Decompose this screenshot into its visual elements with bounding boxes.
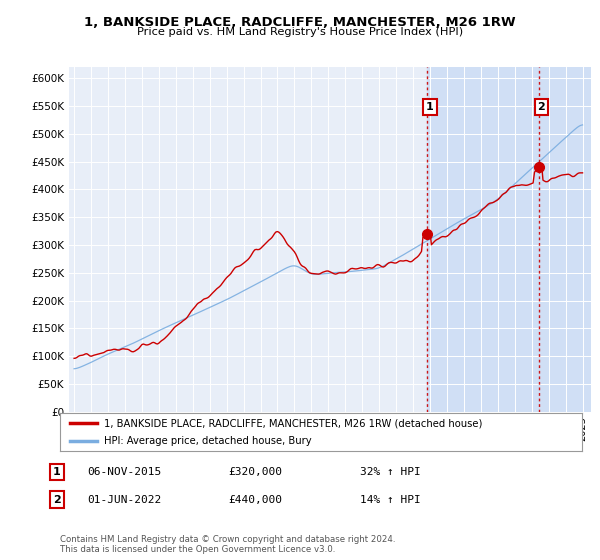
Bar	[427, 67, 591, 412]
Text: 1: 1	[426, 102, 434, 112]
Text: HPI: Average price, detached house, Bury: HPI: Average price, detached house, Bury	[104, 436, 312, 446]
Text: £440,000: £440,000	[228, 494, 282, 505]
Text: 1: 1	[53, 467, 61, 477]
Text: 2: 2	[538, 102, 545, 112]
Text: £320,000: £320,000	[228, 467, 282, 477]
Text: 2: 2	[53, 494, 61, 505]
Text: 14% ↑ HPI: 14% ↑ HPI	[360, 494, 421, 505]
Text: 06-NOV-2015: 06-NOV-2015	[87, 467, 161, 477]
Text: Contains HM Land Registry data © Crown copyright and database right 2024.
This d: Contains HM Land Registry data © Crown c…	[60, 535, 395, 554]
Text: 1, BANKSIDE PLACE, RADCLIFFE, MANCHESTER, M26 1RW: 1, BANKSIDE PLACE, RADCLIFFE, MANCHESTER…	[84, 16, 516, 29]
Text: 01-JUN-2022: 01-JUN-2022	[87, 494, 161, 505]
Text: 1, BANKSIDE PLACE, RADCLIFFE, MANCHESTER, M26 1RW (detached house): 1, BANKSIDE PLACE, RADCLIFFE, MANCHESTER…	[104, 418, 483, 428]
Text: Price paid vs. HM Land Registry's House Price Index (HPI): Price paid vs. HM Land Registry's House …	[137, 27, 463, 37]
Text: 32% ↑ HPI: 32% ↑ HPI	[360, 467, 421, 477]
